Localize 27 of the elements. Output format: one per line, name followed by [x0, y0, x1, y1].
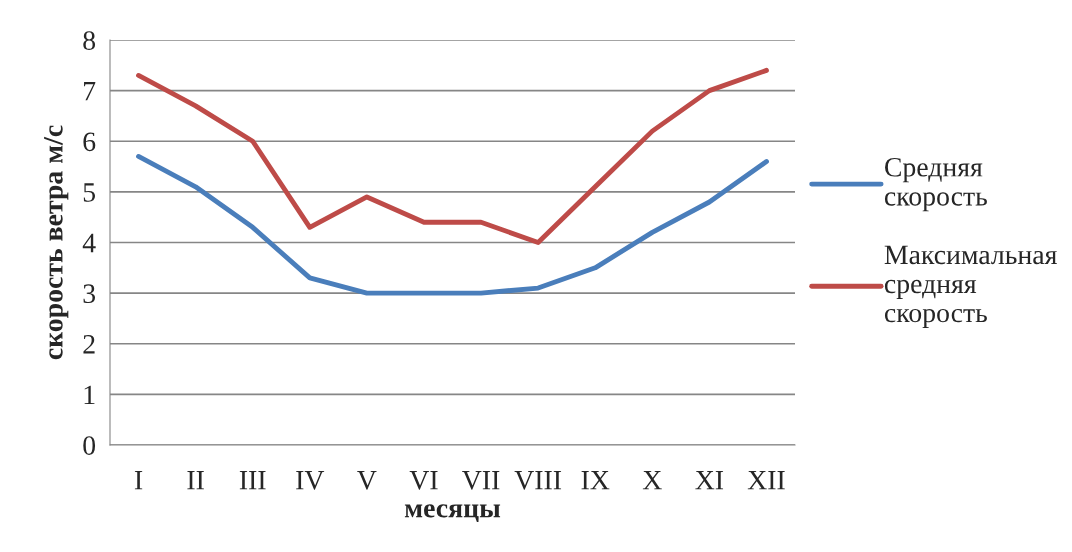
x-tick-label: IX [581, 471, 610, 490]
y-tick-label: 3 [83, 284, 96, 304]
x-tick-label: XI [695, 471, 724, 490]
y-tick-label: 2 [83, 334, 95, 354]
x-tick-label: IV [296, 471, 325, 490]
y-tick-label: 4 [82, 233, 96, 253]
y-tick-label: 0 [83, 436, 96, 455]
line-series [136, 67, 769, 245]
y-tick-label: 6 [83, 132, 96, 152]
x-tick-label: X [642, 471, 662, 490]
x-tick-label: I [134, 471, 143, 490]
line-series [136, 154, 769, 296]
x-tick-label: III [239, 471, 266, 490]
legend-label: Средняя скорость [884, 157, 987, 212]
y-tick-label: 8 [83, 31, 96, 50]
x-axis-title: месяцы [404, 504, 501, 523]
y-tick-label: 1 [84, 385, 95, 405]
x-tick-label: V [357, 471, 377, 490]
x-tick-label: VII [462, 471, 500, 490]
legend-label: Максимальная средняя скорость [884, 245, 1057, 328]
y-tick-label: 5 [83, 183, 96, 202]
x-tick-label: VIII [514, 471, 562, 490]
y-tick-label: 7 [84, 82, 96, 101]
y-axis-title: скорость ветра м/с [44, 125, 69, 360]
x-tick-label: VI [409, 471, 438, 490]
x-tick-label: II [187, 471, 204, 490]
x-tick-label: XII [747, 471, 785, 490]
